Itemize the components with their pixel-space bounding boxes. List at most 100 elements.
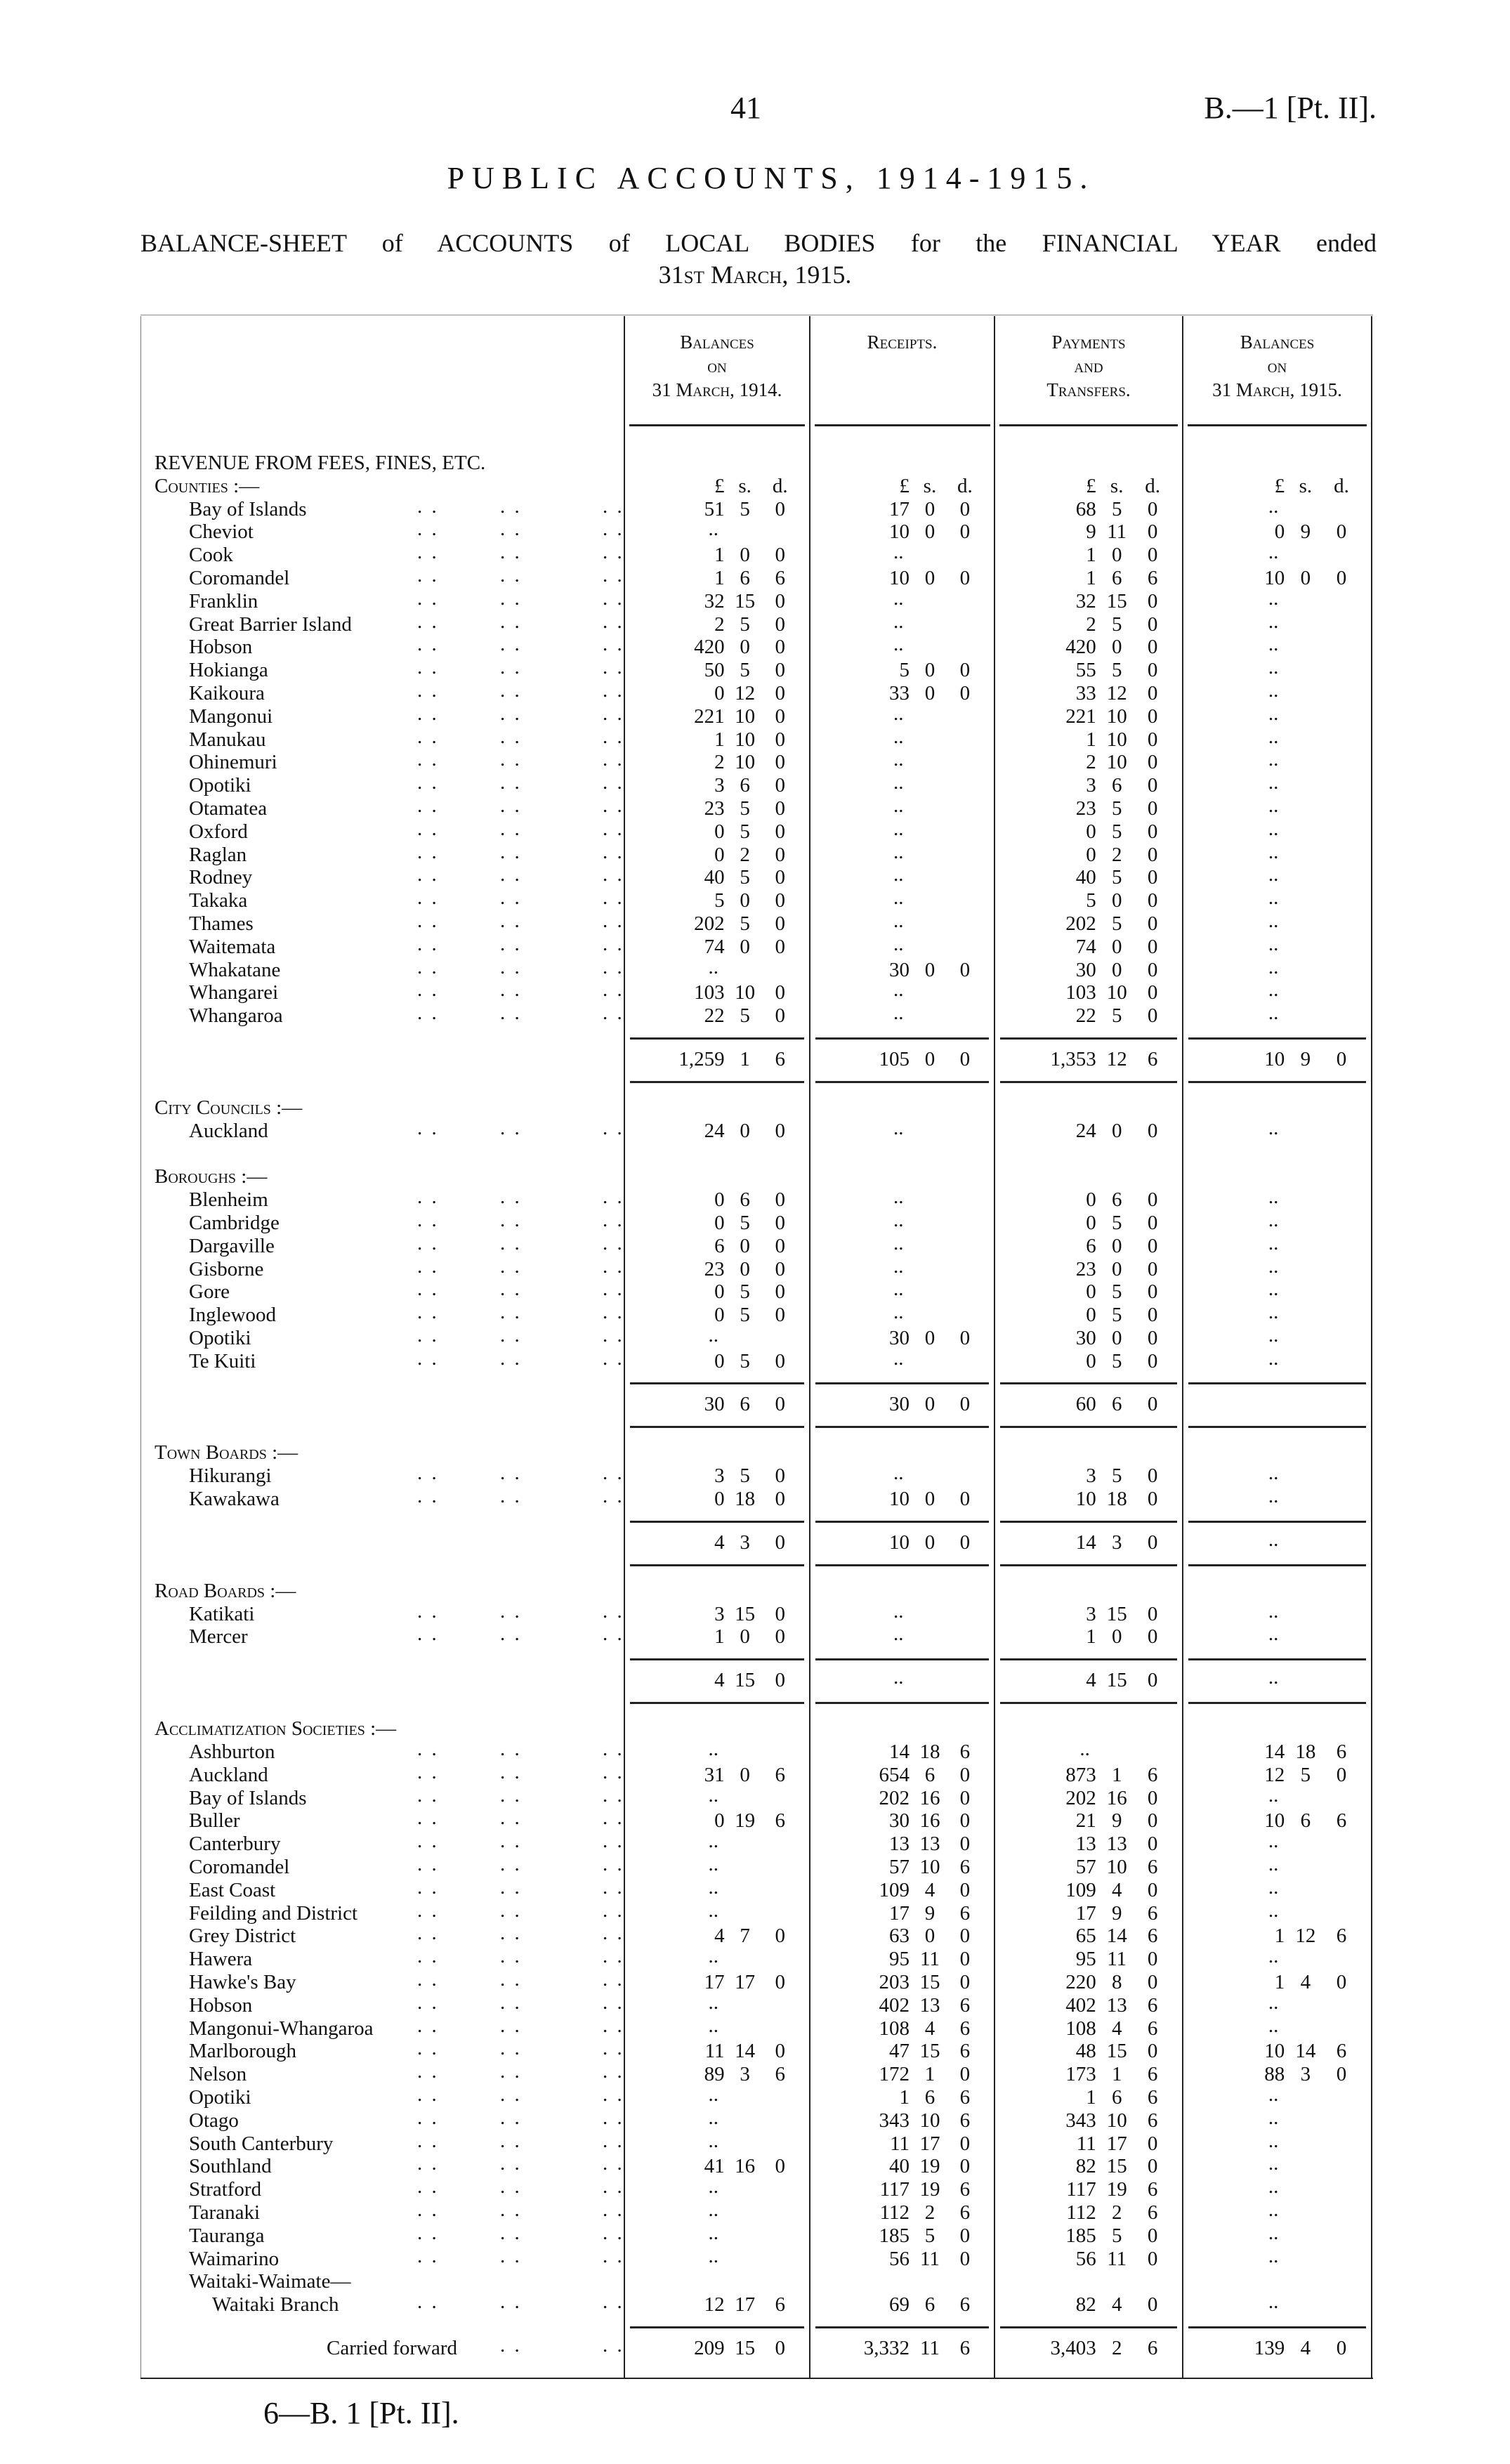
pounds: 112	[1066, 2201, 1096, 2224]
pence: 0	[959, 2132, 971, 2155]
sum-rule	[815, 1080, 989, 1083]
nil-dots: ..	[708, 2083, 718, 2106]
pounds: 1	[714, 1625, 725, 1649]
amount-cell: ..	[1183, 495, 1372, 521]
pounds: 2	[714, 612, 725, 636]
shillings: 10	[1106, 705, 1127, 728]
shillings: 15	[1106, 589, 1127, 612]
pounds: 14	[889, 1741, 910, 1764]
leader-dots: . .	[500, 1830, 522, 1853]
table-bottom-rule	[140, 2378, 1373, 2379]
units-cell: £ s. d.	[1183, 475, 1372, 498]
sum-rule	[630, 1658, 804, 1661]
shillings: 15	[1106, 1669, 1127, 1692]
leader-dots: . .	[603, 1922, 624, 1945]
pounds: 32	[704, 589, 725, 612]
shillings: 0	[924, 1393, 935, 1416]
nil-dots: ..	[893, 1623, 904, 1646]
section-total-row: Carried forward. .. . 209 15 0 3,332 11 6 3,403…	[140, 2316, 1373, 2385]
pounds: 0	[714, 843, 725, 866]
pence: 6	[1147, 2063, 1158, 2086]
shillings: 12	[735, 681, 756, 705]
pounds: 1,353	[1050, 1047, 1096, 1070]
shillings: 2	[1111, 2336, 1122, 2359]
row-label: Opotiki	[189, 2086, 251, 2109]
shillings: 1	[740, 1047, 750, 1070]
leader-dots: . .	[417, 518, 439, 541]
nil-dots: ..	[1268, 1462, 1279, 1485]
leader-dots: . .	[417, 1278, 439, 1301]
group-heading-row: Counties :— £ s. d. £ s. d. £ s. d. £ s. d.	[140, 475, 1373, 498]
label-cell: Southland . . . . . .	[140, 2152, 624, 2178]
sum-rule	[1188, 1426, 1366, 1429]
nil-dots: ..	[893, 771, 904, 794]
pence: 0	[1147, 751, 1158, 774]
leader-dots: . .	[500, 1760, 522, 1783]
shillings: 6	[1111, 1393, 1122, 1416]
leader-dots: . .	[417, 725, 439, 748]
amount-cell: ..	[810, 1255, 994, 1281]
amount-cell: 0 18 0	[624, 1488, 810, 1511]
amount-cell: ..	[1183, 1301, 1372, 1327]
total-values: 30 0 0	[810, 1393, 994, 1416]
nil-dots: ..	[893, 702, 904, 725]
header-line: Payments	[1051, 332, 1126, 353]
pence: 0	[1147, 1280, 1158, 1304]
shillings: 2	[924, 2201, 935, 2224]
leader-dots: . .	[417, 2221, 439, 2244]
pounds: 30	[1075, 1326, 1096, 1349]
leader-dots: . .	[417, 2037, 439, 2060]
pence: 6	[959, 1993, 971, 2017]
amount-cell: ..	[624, 1876, 810, 1902]
pound-sign: £	[899, 474, 910, 497]
amount-cell: 11 14 0	[624, 2040, 810, 2063]
leader-dots: . .	[500, 1346, 522, 1370]
amount-cell: ..	[1183, 771, 1372, 797]
pound-sign: £	[714, 474, 725, 497]
label-cell: Counties :—	[140, 475, 624, 498]
pounds: 0	[714, 1304, 725, 1327]
pence: 0	[959, 2155, 971, 2178]
sum-rule	[1188, 1702, 1366, 1705]
sum-rule	[815, 1564, 989, 1566]
pence: 0	[775, 1119, 786, 1142]
pence-sign: d.	[957, 474, 973, 497]
amount-cell: 202 16 0	[994, 1787, 1183, 1810]
header-line: Balances	[680, 332, 754, 353]
total-values: 30 6 0	[624, 1393, 810, 1416]
table-row: Kaikoura. .. .. . 0 12 0 33 0 0 33 12 0..	[140, 679, 1373, 705]
label-cell: Coromandel . . . . . .	[140, 564, 624, 590]
label-cell: Cheviot . . . . . .	[140, 518, 624, 544]
table-row: Southland . . . . . . 41 16 0 40 19 0 82 15 0..	[140, 2152, 1373, 2178]
pence: 0	[1147, 797, 1158, 820]
nil-dots: ..	[708, 2221, 718, 2244]
pounds: 112	[879, 2201, 910, 2224]
pounds: 1	[1086, 2086, 1096, 2109]
row-label: Otamatea	[189, 797, 268, 820]
row-label: Buller	[189, 1809, 240, 1833]
shillings: 12	[1295, 1925, 1316, 1948]
total-cell: 3,332 11 6	[810, 2316, 994, 2385]
shillings: 9	[924, 1901, 935, 1925]
pence: 6	[1147, 2336, 1158, 2359]
pounds: 74	[1075, 935, 1096, 958]
table-row: Manukau . . . . . . 1 10 0.. 1 10 0..	[140, 725, 1373, 752]
amount-cell: ..	[1183, 2245, 1372, 2271]
amount-cell: ..	[810, 726, 994, 752]
pence: 0	[1147, 497, 1158, 520]
row-label: Manukau	[189, 728, 266, 751]
nil-dots: ..	[1268, 541, 1279, 564]
label-cell: Waitaki Branch . . . . . .	[140, 2291, 624, 2316]
shillings-sign: s.	[738, 474, 751, 497]
shillings: 17	[735, 2293, 756, 2316]
amount-cell: ..	[624, 2221, 810, 2248]
pounds: 12	[1264, 1763, 1285, 1786]
amount-cell: 74 0 0	[624, 936, 810, 959]
leader-dots: . .	[603, 2106, 624, 2129]
pence-sign: d.	[772, 474, 788, 497]
sum-rule	[630, 1382, 804, 1385]
pence: 6	[959, 2040, 971, 2063]
